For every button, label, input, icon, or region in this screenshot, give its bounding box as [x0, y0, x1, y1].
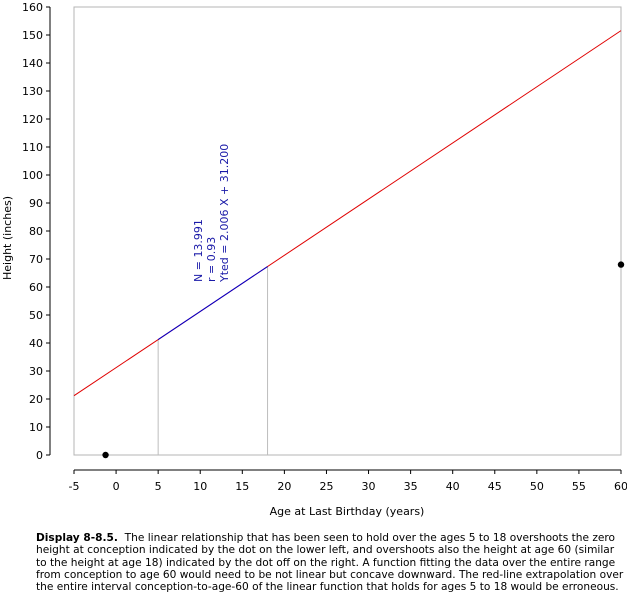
- x-tick-label-15: 15: [235, 480, 249, 493]
- annotation-n: N = 13.991: [192, 219, 205, 282]
- x-tick-label-45: 45: [488, 480, 502, 493]
- x-axis-ticks: -5 0 5 10 15 20 25 30 35 40 45 50 55 60: [69, 470, 627, 493]
- data-point-1: [102, 451, 109, 459]
- y-tick-label-140: 140: [22, 57, 43, 70]
- data-points: [102, 261, 625, 459]
- x-tick-label-0: 0: [113, 480, 120, 493]
- x-tick-label-30: 30: [362, 480, 376, 493]
- regression-annotation: N = 13.991 r = 0.93 Yted = 2.006 X + 31.…: [192, 144, 231, 283]
- plot-border: [73, 6, 622, 456]
- y-tick-label-40: 40: [29, 337, 43, 350]
- x-axis-label: Age at Last Birthday (years): [270, 505, 425, 518]
- y-tick-label-30: 30: [29, 365, 43, 378]
- caption-label: Display 8-8.5.: [36, 532, 118, 544]
- y-axis-ticks: 0 10 20 30 40 50 60 70 80 90 100 110 120 130 140 150 160: [22, 1, 50, 462]
- y-tick-label-130: 130: [22, 85, 43, 98]
- x-tick-label-35: 35: [404, 480, 418, 493]
- y-tick-label-70: 70: [29, 253, 43, 266]
- x-tick-label-5: 5: [155, 480, 162, 493]
- x-tick-label-50: 50: [530, 480, 544, 493]
- annotation-r: r = 0.93: [205, 237, 218, 282]
- y-tick-label-60: 60: [29, 281, 43, 294]
- annotation-equation: Yted = 2.006 X + 31.200: [218, 144, 231, 283]
- x-tick-label-60: 60: [614, 480, 627, 493]
- x-tick-label-10: 10: [193, 480, 207, 493]
- y-tick-label-150: 150: [22, 29, 43, 42]
- reference-lines: [157, 266, 269, 455]
- x-tick-label-40: 40: [446, 480, 460, 493]
- y-tick-label-160: 160: [22, 1, 43, 14]
- y-tick-label-120: 120: [22, 113, 43, 126]
- series-line-1: [73, 30, 622, 397]
- y-tick-label-90: 90: [29, 197, 43, 210]
- series-lines: [73, 30, 622, 397]
- y-tick-label-100: 100: [22, 169, 43, 182]
- x-tick-label-55: 55: [572, 480, 586, 493]
- y-tick-label-20: 20: [29, 393, 43, 406]
- plot-frame: [49, 6, 622, 471]
- y-tick-label-80: 80: [29, 225, 43, 238]
- figure-caption: Display 8-8.5. The linear relationship t…: [36, 532, 624, 593]
- y-tick-label-0: 0: [36, 449, 43, 462]
- x-tick-label--5: -5: [69, 480, 80, 493]
- data-point-2: [617, 261, 625, 268]
- x-tick-label-25: 25: [319, 480, 333, 493]
- y-axis-label: Height (inches): [1, 196, 14, 280]
- x-tick-label-20: 20: [277, 480, 291, 493]
- y-tick-label-10: 10: [29, 421, 43, 434]
- chart: 0102030405060708090100110120130140150160…: [1, 1, 627, 518]
- y-tick-label-50: 50: [29, 309, 43, 322]
- caption-text: The linear relationship that has been se…: [36, 532, 624, 594]
- series-line-2: [157, 266, 268, 340]
- y-tick-label-110: 110: [22, 141, 43, 154]
